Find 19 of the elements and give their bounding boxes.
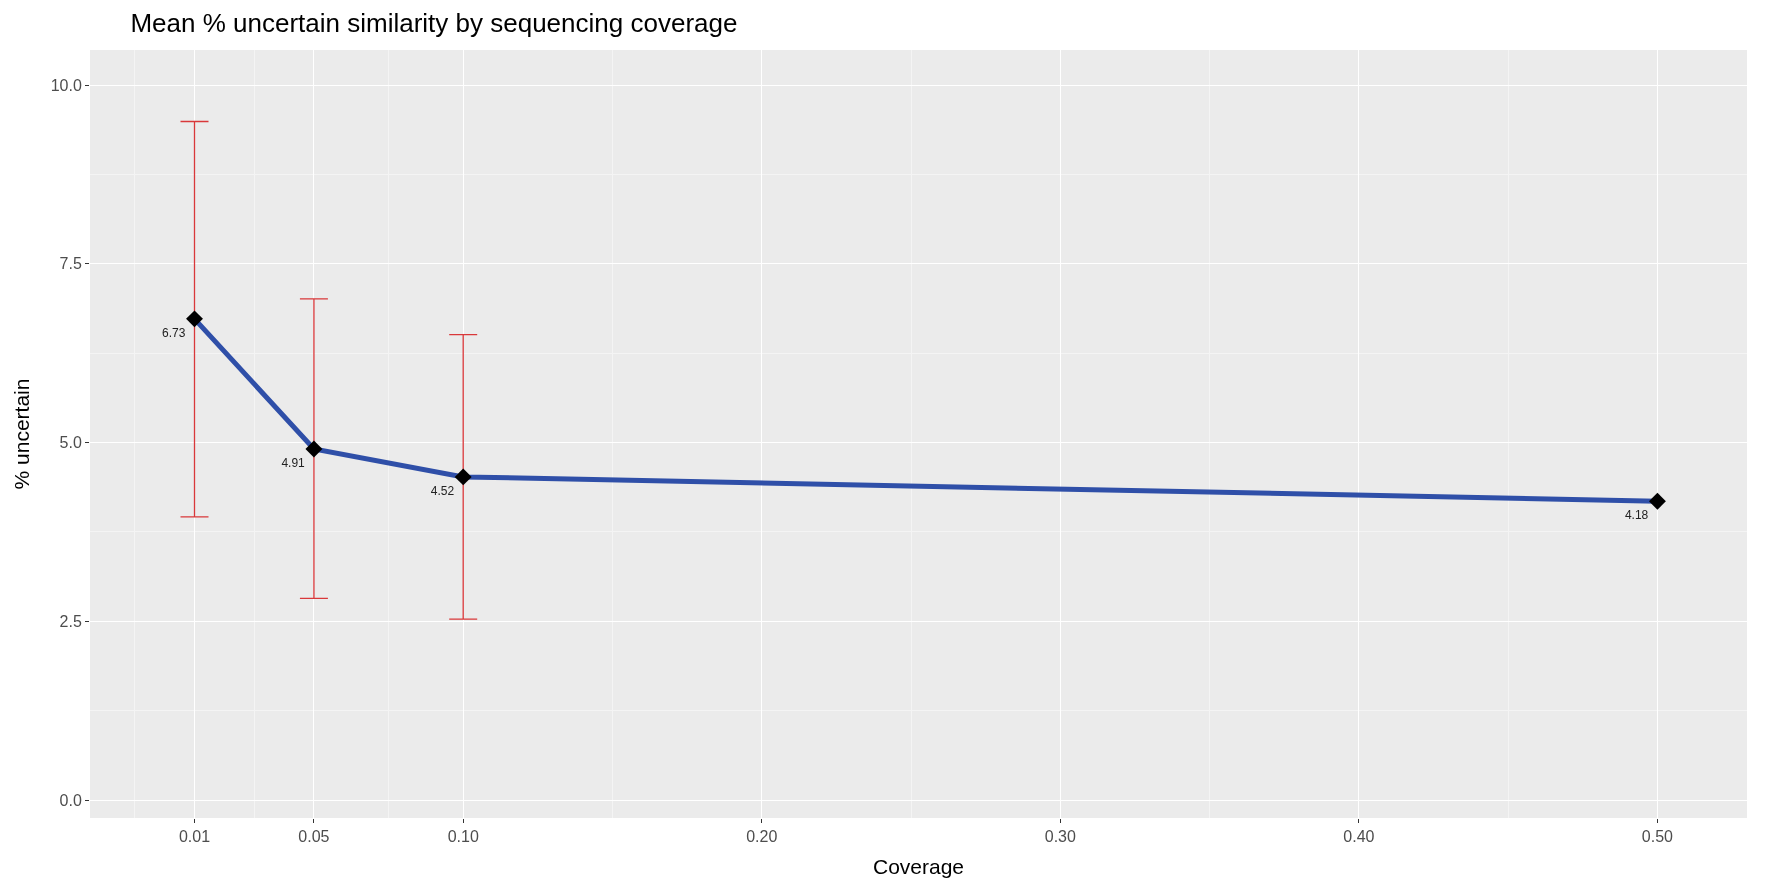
x-tick-label: 0.20 xyxy=(746,828,778,846)
data-label: 4.91 xyxy=(281,456,306,471)
y-tick-label: 10.0 xyxy=(50,76,82,94)
x-tick-label: 0.50 xyxy=(1641,828,1674,846)
data-label: 4.18 xyxy=(1624,508,1649,523)
data-label: 6.73 xyxy=(162,325,186,340)
y-tick-label: 0.0 xyxy=(59,791,82,809)
x-tick-label: 0.01 xyxy=(178,828,211,846)
y-axis-title: % uncertain xyxy=(9,378,33,490)
chart-title: Mean % uncertain similarity by sequencing coverage xyxy=(130,7,738,38)
y-tick-label: 2.5 xyxy=(59,612,82,630)
y-tick-label: 5.0 xyxy=(59,434,82,452)
x-axis-title: Coverage xyxy=(872,855,965,879)
data-label: 4.52 xyxy=(430,484,455,499)
x-tick-label: 0.05 xyxy=(298,828,330,846)
x-tick-label: 0.10 xyxy=(447,828,479,846)
x-tick-label: 0.40 xyxy=(1343,828,1375,846)
x-tick-label: 0.30 xyxy=(1044,828,1076,846)
y-tick-label: 7.5 xyxy=(59,255,82,273)
